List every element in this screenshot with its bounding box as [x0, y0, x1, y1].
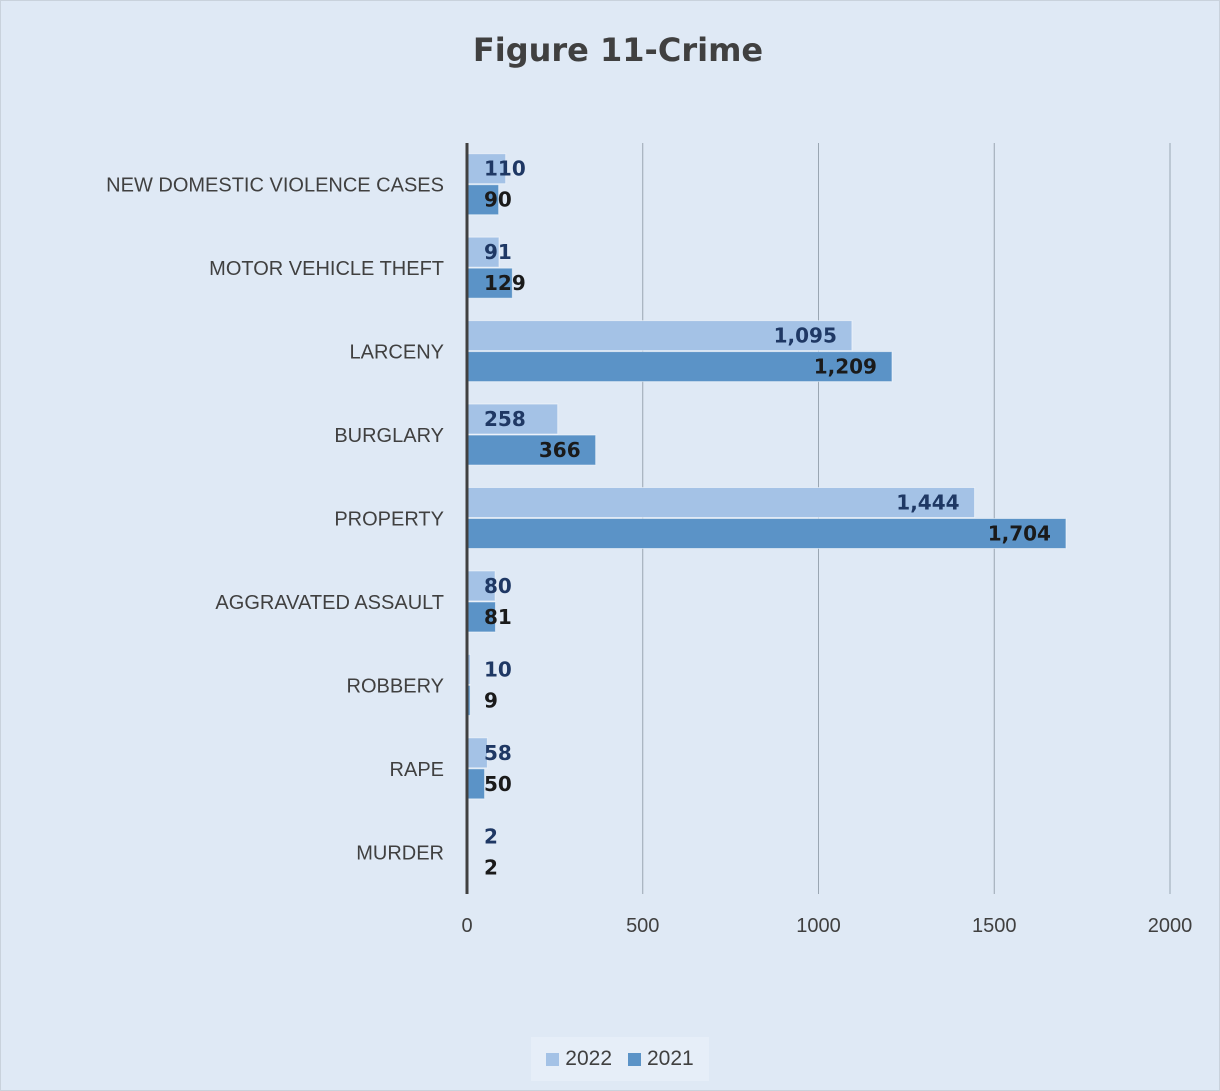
bars — [466, 153, 1067, 883]
category-label: BURGLARY — [334, 425, 444, 447]
legend-item-2021: 2021 — [628, 1047, 694, 1071]
legend-item-2022: 2022 — [546, 1047, 612, 1071]
data-label-2021: 366 — [539, 438, 581, 462]
x-tick-label: 1000 — [796, 915, 841, 937]
data-label-2021: 81 — [484, 605, 512, 629]
bar-2022 — [466, 236, 500, 268]
x-tick-label: 500 — [626, 915, 659, 937]
data-label-2021: 1,704 — [988, 522, 1051, 546]
bar-2021 — [466, 184, 500, 216]
bar-2021 — [466, 351, 893, 383]
category-label: MOTOR VEHICLE THEFT — [209, 258, 444, 280]
category-label: AGGRAVATED ASSAULT — [215, 592, 444, 614]
data-label-2021: 129 — [484, 271, 526, 295]
data-label-2021: 50 — [484, 772, 512, 796]
data-labels: 11090911291,0951,2092583661,4441,7048081… — [484, 157, 1051, 880]
legend-swatch-2022 — [546, 1052, 560, 1066]
x-tick-label: 2000 — [1148, 915, 1193, 937]
data-label-2021: 1,209 — [814, 355, 877, 379]
bar-2021 — [466, 434, 597, 466]
category-labels: NEW DOMESTIC VIOLENCE CASES MOTOR VEHICLE… — [106, 175, 444, 865]
data-label-2022: 80 — [484, 574, 512, 598]
bar-2022 — [466, 403, 559, 435]
bar-2021 — [466, 768, 486, 800]
bar-2022 — [466, 570, 496, 602]
data-label-2022: 2 — [484, 824, 498, 848]
data-label-2022: 58 — [484, 741, 512, 765]
bar-2021 — [466, 601, 496, 633]
data-label-2022: 110 — [484, 157, 526, 181]
data-label-2022: 1,444 — [896, 491, 959, 515]
category-label: ROBBERY — [347, 675, 444, 697]
category-label: MURDER — [356, 842, 444, 864]
category-label: LARCENY — [350, 342, 444, 364]
data-label-2022: 10 — [484, 657, 512, 681]
chart-title: Figure 11-Crime — [472, 31, 764, 69]
x-axis-tick-labels: 0 500 1000 1500 2000 — [461, 915, 1192, 937]
category-label: NEW DOMESTIC VIOLENCE CASES — [106, 175, 444, 197]
x-tick-label: 1500 — [972, 915, 1017, 937]
data-label-2021: 9 — [484, 688, 498, 712]
data-label-2021: 90 — [484, 188, 512, 212]
legend-swatch-2021 — [628, 1052, 641, 1066]
data-label-2021: 2 — [484, 855, 498, 879]
data-label-2022: 1,095 — [774, 324, 837, 348]
legend-label-2021: 2021 — [647, 1047, 694, 1070]
category-label: RAPE — [390, 759, 444, 781]
bar-2021 — [466, 518, 1067, 549]
bar-2022 — [466, 320, 853, 352]
data-label-2022: 258 — [484, 407, 526, 431]
x-tick-label: 0 — [461, 915, 472, 937]
legend: 2022 2021 — [531, 1037, 709, 1081]
category-label: PROPERTY — [334, 509, 444, 531]
legend-label-2022: 2022 — [565, 1047, 612, 1070]
data-label-2022: 91 — [484, 240, 512, 264]
